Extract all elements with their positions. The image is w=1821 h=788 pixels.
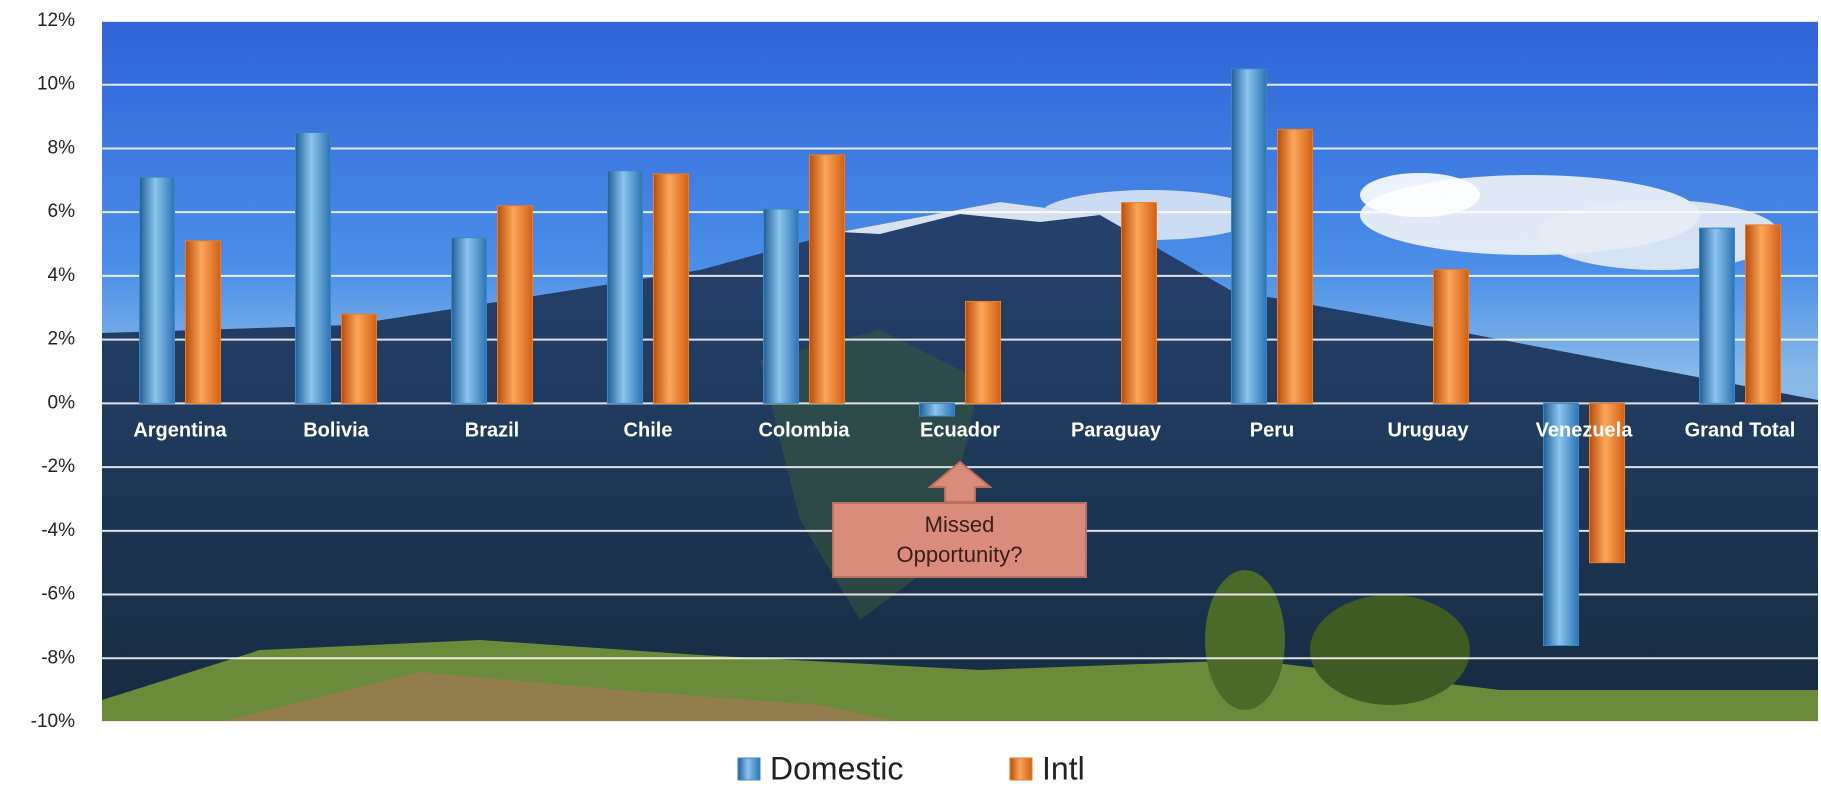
y-tick-label: 2% xyxy=(48,329,76,350)
bar xyxy=(139,176,175,404)
x-tick-label: Venezuela xyxy=(1536,419,1634,441)
bar xyxy=(1745,224,1781,404)
x-tick-label: Peru xyxy=(1250,419,1294,441)
y-tick-label: -2% xyxy=(41,456,75,477)
legend-swatch xyxy=(737,757,761,781)
y-tick-label: -10% xyxy=(31,711,75,732)
y-tick-label: -6% xyxy=(41,584,75,605)
bar xyxy=(1121,202,1157,404)
x-tick-label: Brazil xyxy=(465,419,519,441)
bar xyxy=(497,205,533,404)
legend: Domestic Intl xyxy=(737,750,1085,786)
x-tick-label: Grand Total xyxy=(1685,419,1796,441)
x-tick-label: Bolivia xyxy=(303,419,369,441)
labels: -10% -8% -6% -4% -2% 0% 2% 4% 6% 8% 10% 12% Argentin… xyxy=(31,10,1796,732)
x-tick-label: Paraguay xyxy=(1071,419,1162,441)
bar xyxy=(763,208,799,404)
bar xyxy=(1699,227,1735,404)
bar xyxy=(451,237,487,404)
y-tick-label: 0% xyxy=(48,392,76,413)
y-tick-label: 6% xyxy=(48,201,76,222)
bar xyxy=(1543,402,1579,647)
x-tick-label: Uruguay xyxy=(1387,419,1469,441)
bar xyxy=(295,132,331,404)
y-tick-label: -8% xyxy=(41,647,75,668)
legend-label: Intl xyxy=(1042,750,1085,786)
y-tick-label: 12% xyxy=(37,10,75,31)
bar xyxy=(1433,269,1469,404)
x-tick-label: Chile xyxy=(624,419,673,441)
bar xyxy=(185,240,221,404)
bar xyxy=(607,170,643,404)
bar xyxy=(919,402,955,417)
bar xyxy=(809,154,845,404)
y-tick-label: 8% xyxy=(48,137,76,158)
y-tick-label: 4% xyxy=(48,265,76,286)
bar xyxy=(1231,68,1267,404)
legend-swatch xyxy=(1009,757,1033,781)
bar xyxy=(341,313,377,404)
bar xyxy=(965,300,1001,404)
bar xyxy=(653,173,689,404)
x-tick-label: Colombia xyxy=(758,419,850,441)
bars xyxy=(139,68,1781,647)
x-tick-label: Argentina xyxy=(133,419,227,441)
annotation: Missed Opportunity? xyxy=(832,502,1087,578)
y-tick-label: -4% xyxy=(41,520,75,541)
y-tick-label: 10% xyxy=(37,74,75,95)
legend-label: Domestic xyxy=(770,750,903,786)
bar xyxy=(1277,128,1313,404)
bar xyxy=(1589,402,1625,564)
x-tick-label: Ecuador xyxy=(920,419,1000,441)
